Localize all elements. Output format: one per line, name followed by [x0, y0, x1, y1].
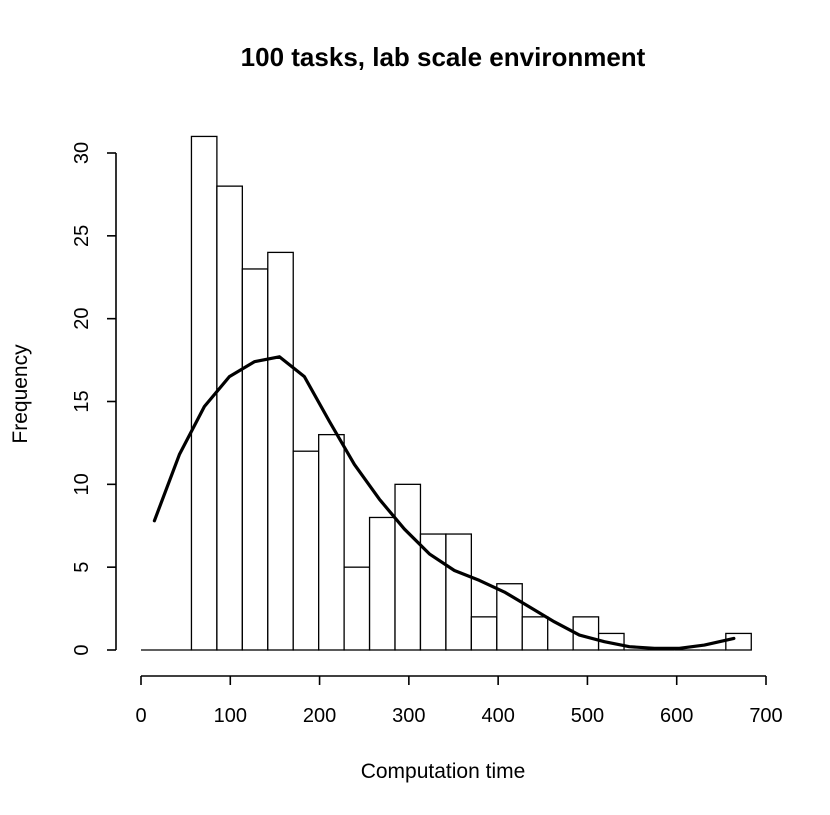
x-tick-label: 400 — [481, 705, 514, 727]
histogram-bar — [419, 533, 447, 651]
x-axis-title: Computation time — [361, 760, 526, 783]
histogram-bar — [521, 616, 549, 651]
x-tick-label: 0 — [135, 705, 146, 727]
y-tick-label: 30 — [71, 142, 93, 164]
y-tick-label: 10 — [71, 473, 93, 495]
histogram-bar — [318, 433, 345, 651]
y-tick-label: 5 — [71, 562, 93, 573]
histogram-bar — [216, 185, 243, 651]
y-tick-label: 25 — [71, 225, 93, 247]
histogram-bar — [394, 483, 422, 651]
x-tick-label: 500 — [571, 705, 604, 727]
chart-title: 100 tasks, lab scale environment — [241, 42, 646, 72]
histogram-bar — [292, 450, 320, 651]
x-axis: 0 100 200 300 400 500 600 700 — [135, 675, 783, 727]
density-curve — [152, 355, 736, 650]
histogram-bar — [267, 251, 294, 651]
histogram-bar — [241, 268, 269, 651]
histogram-bar — [445, 533, 473, 651]
y-tick-label: 0 — [71, 644, 93, 655]
x-tick-label: 700 — [749, 705, 782, 727]
histogram-bar — [190, 135, 218, 651]
histogram-bar — [470, 616, 498, 651]
x-tick-label: 600 — [660, 705, 693, 727]
histogram-bar — [725, 632, 752, 651]
y-axis: 0 5 10 15 20 25 30 — [71, 142, 117, 656]
y-tick-label: 20 — [71, 308, 93, 330]
histogram-bar — [368, 516, 396, 651]
y-axis-title: Frequency — [9, 344, 32, 444]
x-tick-label: 200 — [303, 705, 336, 727]
histogram-bar — [343, 566, 371, 651]
x-tick-label: 100 — [214, 705, 247, 727]
x-tick-label: 300 — [392, 705, 425, 727]
histogram-bars — [141, 135, 752, 651]
y-tick-label: 15 — [71, 390, 93, 412]
